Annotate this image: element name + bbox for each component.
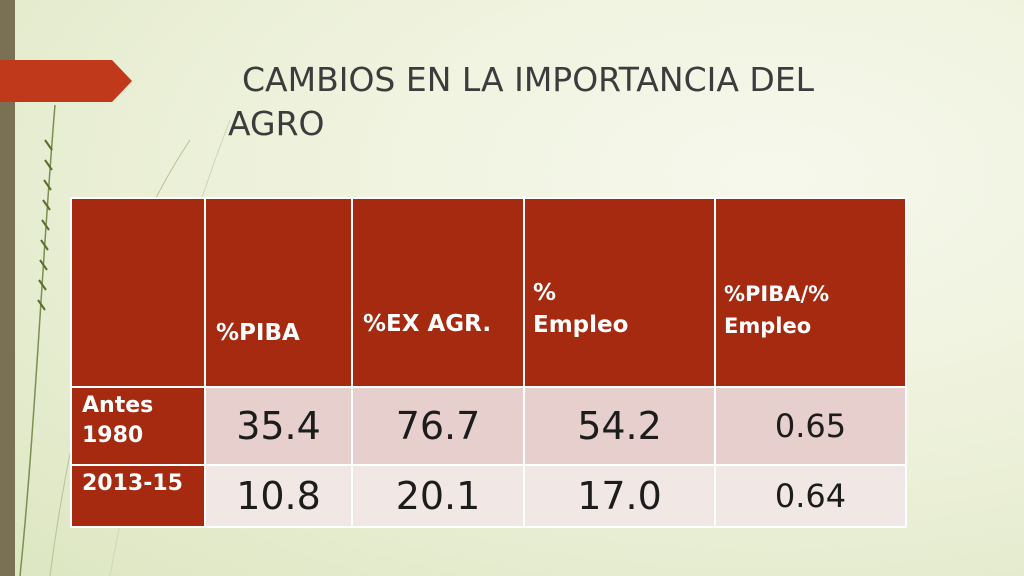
slide-title-line-2: AGRO [228, 104, 325, 143]
slide-title-line-1: CAMBIOS EN LA IMPORTANCIA DEL [242, 60, 815, 99]
cell-ratio: 0.65 [714, 386, 907, 466]
header-cell-piba-empleo: %PIBA/% Empleo [714, 197, 907, 388]
title-arrow-marker [0, 60, 132, 102]
cell-empleo: 54.2 [523, 386, 716, 466]
row-label-antes-1980: Antes 1980 [70, 386, 206, 466]
cell-empleo: 17.0 [523, 464, 716, 528]
header-cell-empleo: % Empleo [523, 197, 716, 388]
row-label-line-1: 2013-15 [82, 471, 183, 496]
header-empleo-line-1: % [533, 279, 557, 306]
data-table: %PIBA %EX AGR. % Empleo %PIBA/% Empleo A… [70, 197, 907, 528]
table-row: 2013-15 10.8 20.1 17.0 0.64 [70, 464, 907, 528]
left-accent-bar [0, 0, 15, 576]
header-cell-piba: %PIBA [204, 197, 353, 388]
cell-ex-agr: 20.1 [351, 464, 525, 528]
table-header-row: %PIBA %EX AGR. % Empleo %PIBA/% Empleo [70, 197, 907, 388]
header-cell-ex-agr: %EX AGR. [351, 197, 525, 388]
row-label-line-1: Antes [82, 393, 154, 418]
row-label-2013-15: 2013-15 [70, 464, 206, 528]
header-cell-empty [70, 197, 206, 388]
row-label-line-2: 1980 [82, 423, 144, 448]
slide-title: CAMBIOS EN LA IMPORTANCIA DEL AGRO [228, 58, 948, 146]
cell-ratio: 0.64 [714, 464, 907, 528]
header-ratio-line-2: Empleo [724, 313, 812, 338]
header-ratio-line-1: %PIBA/% [724, 281, 830, 306]
cell-piba: 10.8 [204, 464, 353, 528]
cell-ex-agr: 76.7 [351, 386, 525, 466]
cell-piba: 35.4 [204, 386, 353, 466]
table-row: Antes 1980 35.4 76.7 54.2 0.65 [70, 386, 907, 466]
header-empleo-line-2: Empleo [533, 311, 629, 338]
